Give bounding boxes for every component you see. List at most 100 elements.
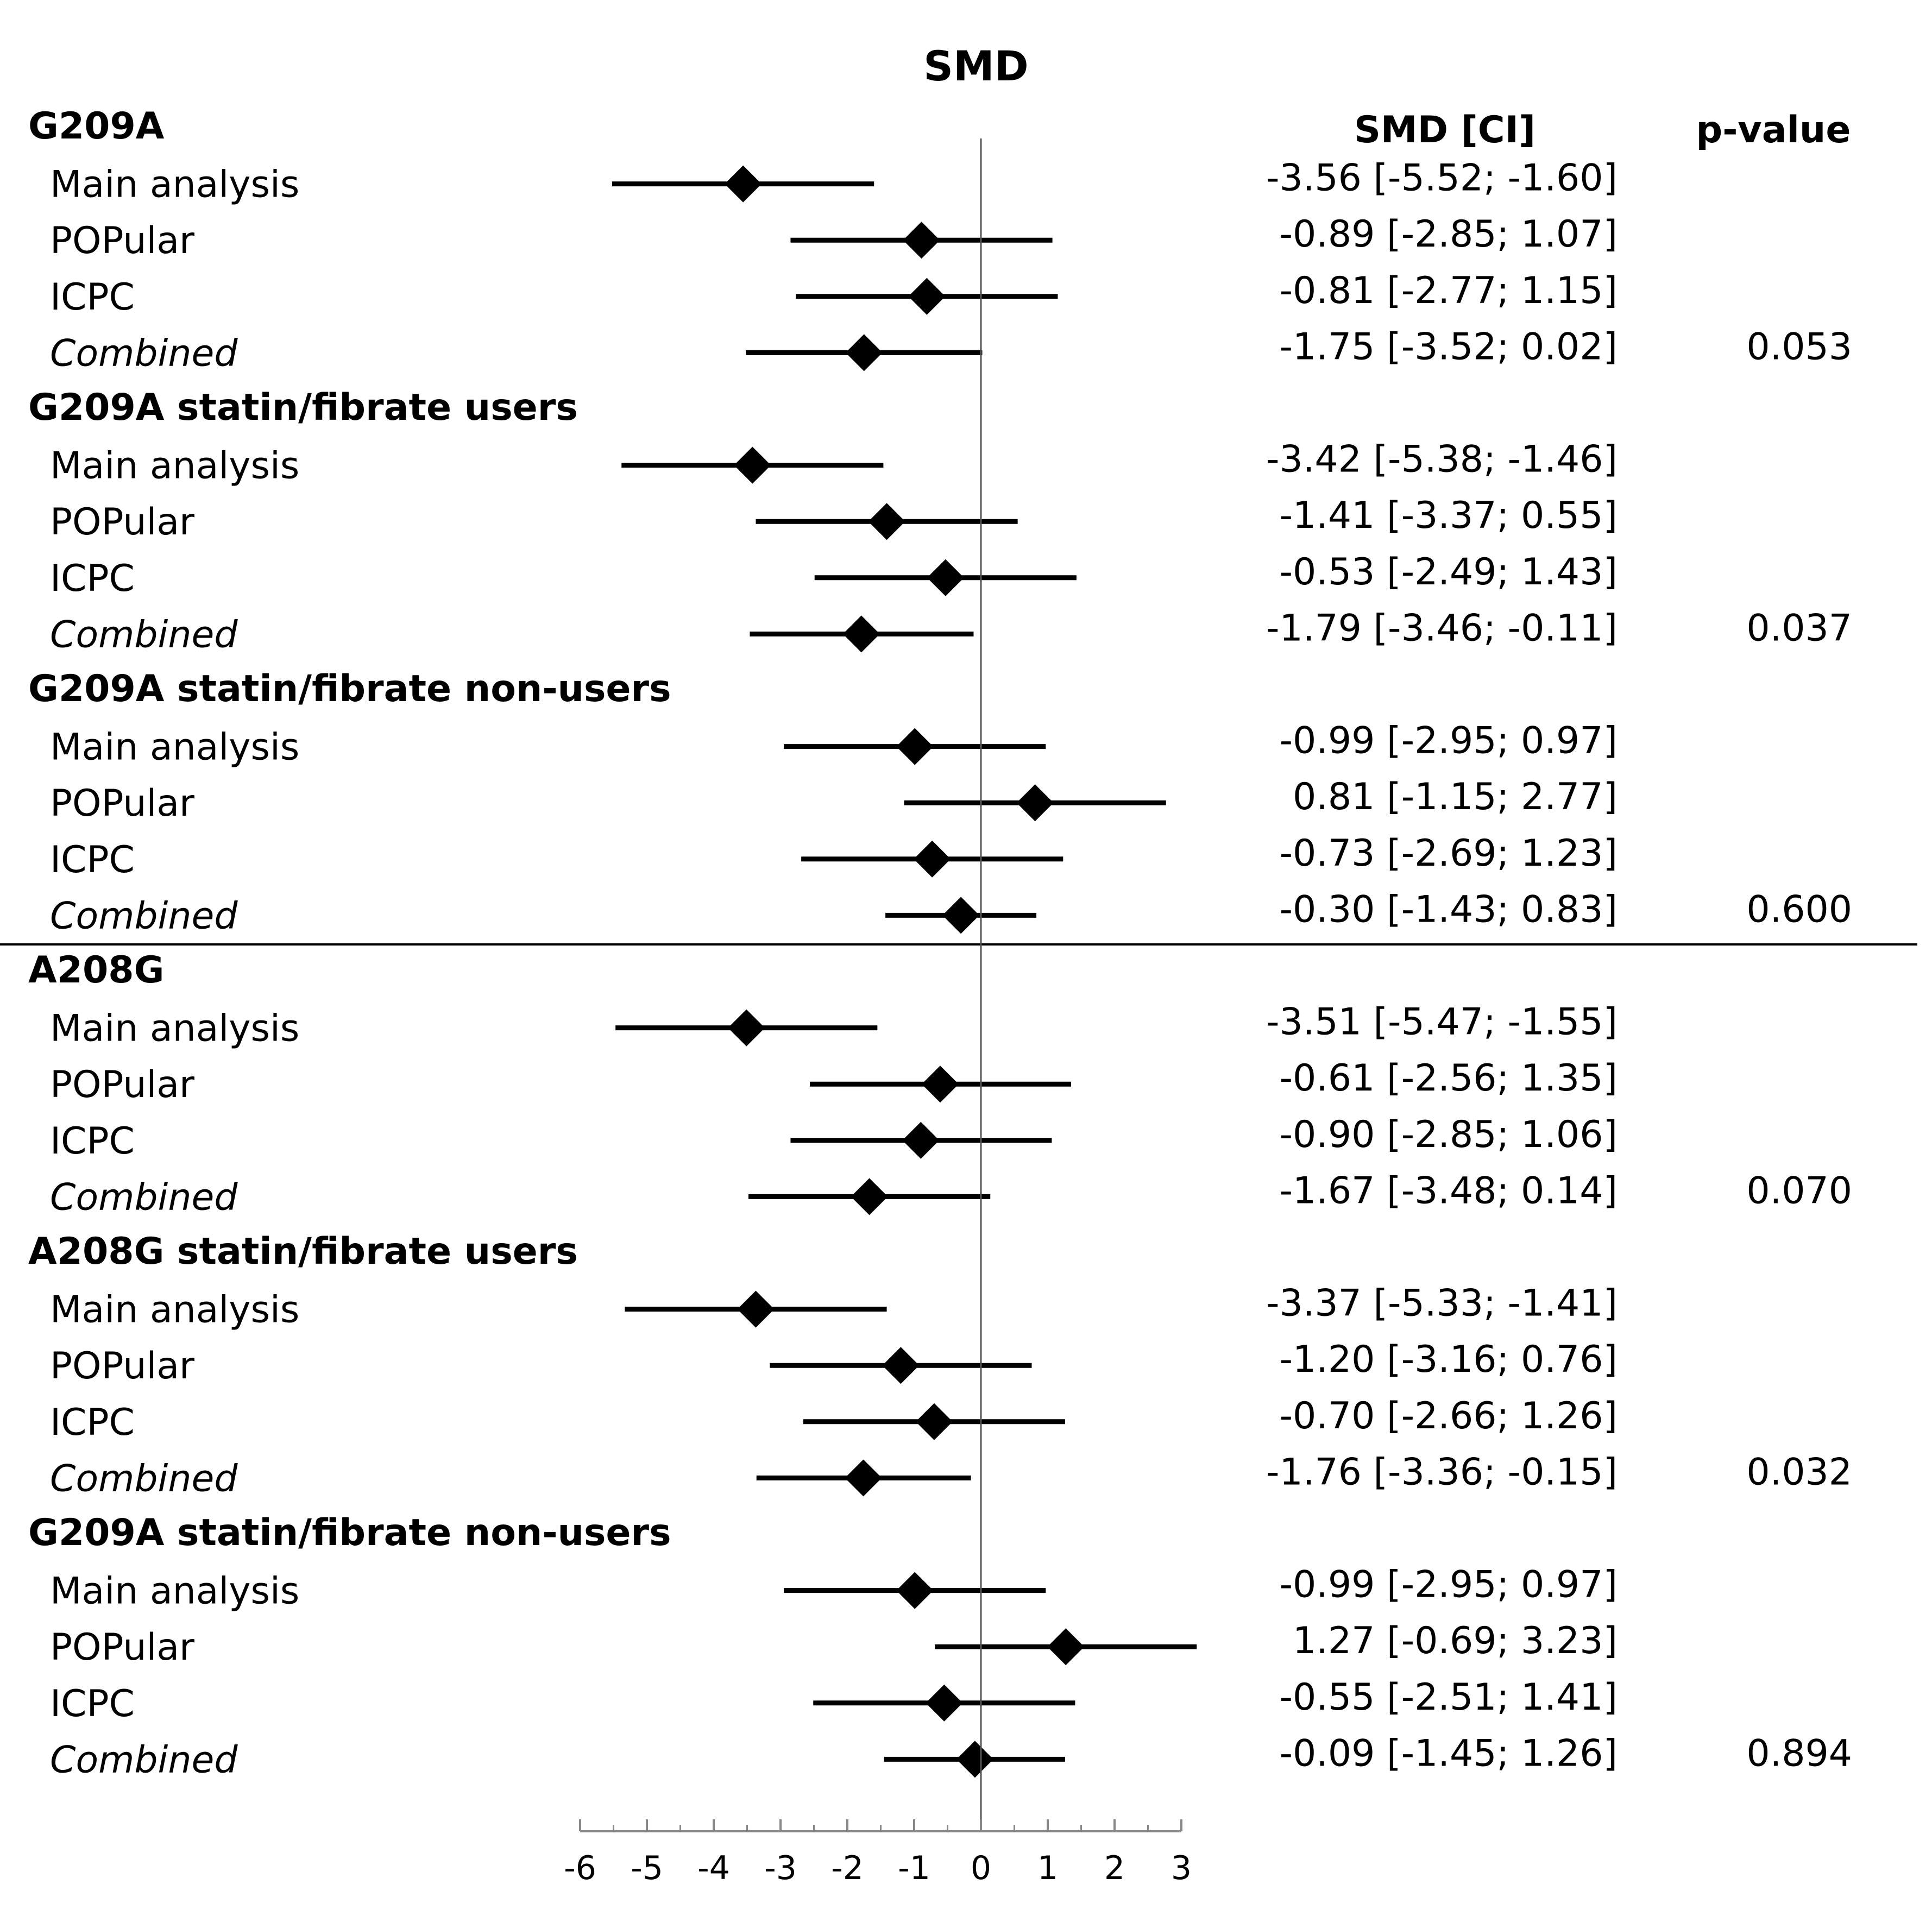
- row-label: Main analysis: [50, 726, 299, 769]
- estimate-ci-text: -0.53 [-2.49; 1.43]: [1280, 551, 1618, 594]
- group-label: G209A statin/fibrate non-users: [28, 1511, 671, 1554]
- row-label: Combined: [50, 332, 238, 375]
- estimate-ci-text: -1.20 [-3.16; 0.76]: [1280, 1338, 1618, 1381]
- point-estimate: [956, 1741, 993, 1778]
- row-label: Combined: [50, 613, 238, 656]
- tick-label: -5: [631, 1849, 663, 1887]
- row-label: POPular: [50, 1063, 194, 1106]
- p-value-text: 0.032: [1746, 1451, 1852, 1493]
- estimate-ci-text: 0.81 [-1.15; 2.77]: [1293, 776, 1618, 818]
- tick-label: -3: [764, 1849, 797, 1887]
- tick-label: 1: [1037, 1849, 1058, 1887]
- point-estimate: [896, 728, 934, 765]
- group-label: A208G statin/fibrate users: [28, 1230, 578, 1273]
- row-label: Combined: [50, 894, 238, 937]
- estimate-ci-text: -0.99 [-2.95; 0.97]: [1280, 720, 1618, 762]
- p-value-text: 0.894: [1746, 1732, 1852, 1775]
- point-estimate: [1047, 1628, 1085, 1666]
- x-axis: -6 -5 -4 -3 -2 -1 0 1 2 3: [564, 1819, 1192, 1887]
- estimate-ci-text: -1.67 [-3.48; 0.14]: [1280, 1169, 1618, 1212]
- row-label: ICPC: [50, 1682, 135, 1725]
- estimate-ci-text: -3.51 [-5.47; -1.55]: [1266, 1001, 1618, 1044]
- row-label: Main analysis: [50, 445, 299, 488]
- row-label: Combined: [50, 1176, 238, 1219]
- point-estimate: [845, 334, 883, 371]
- point-estimate: [902, 1121, 940, 1159]
- row-label: Main analysis: [50, 1570, 299, 1613]
- estimate-ci-text: -3.56 [-5.52; -1.60]: [1266, 157, 1618, 200]
- point-estimate: [734, 446, 771, 484]
- estimate-ci-text: -0.73 [-2.69; 1.23]: [1280, 832, 1618, 875]
- row-label: Main analysis: [50, 163, 299, 206]
- row-label: ICPC: [50, 276, 135, 319]
- row-label: Main analysis: [50, 1007, 299, 1050]
- estimate-ci-text: -0.55 [-2.51; 1.41]: [1280, 1676, 1618, 1719]
- point-estimate: [921, 1066, 959, 1103]
- row-label: POPular: [50, 501, 194, 544]
- row-label: ICPC: [50, 557, 135, 600]
- tick-label: -6: [564, 1849, 596, 1887]
- tick-label: -4: [697, 1849, 730, 1887]
- estimate-ci-text: -0.89 [-2.85; 1.07]: [1280, 213, 1618, 256]
- point-estimate: [903, 222, 940, 259]
- point-estimate: [882, 1347, 920, 1384]
- p-value-text: 0.070: [1746, 1169, 1852, 1212]
- row-label: POPular: [50, 219, 194, 262]
- point-estimate: [851, 1178, 888, 1215]
- point-estimate: [908, 278, 946, 315]
- point-estimate: [926, 1684, 963, 1722]
- estimate-ci-text: -0.30 [-1.43; 0.83]: [1280, 888, 1618, 931]
- estimate-ci-text: -0.90 [-2.85; 1.06]: [1280, 1113, 1618, 1156]
- estimate-ci-text: -1.79 [-3.46; -0.11]: [1266, 607, 1618, 650]
- point-estimate: [942, 897, 980, 934]
- tick-label: -2: [831, 1849, 864, 1887]
- point-estimate: [896, 1572, 934, 1609]
- point-estimate: [845, 1459, 882, 1497]
- row-label: ICPC: [50, 1401, 135, 1444]
- point-estimate: [737, 1290, 775, 1328]
- estimate-ci-text: -0.99 [-2.95; 0.97]: [1280, 1564, 1618, 1606]
- estimate-ci-text: -3.37 [-5.33; -1.41]: [1266, 1282, 1618, 1325]
- point-estimate: [927, 559, 964, 596]
- rows-layer: G209A Main analysis -3.56 [-5.52; -1.60] PO…: [0, 105, 1917, 1830]
- point-estimate: [728, 1009, 765, 1047]
- point-estimate: [725, 165, 762, 203]
- point-estimate: [914, 840, 951, 878]
- row-label: Combined: [50, 1738, 238, 1781]
- point-estimate: [915, 1403, 953, 1440]
- tick-label: 3: [1171, 1849, 1192, 1887]
- estimate-ci-text: -1.75 [-3.52; 0.02]: [1280, 325, 1618, 368]
- point-estimate: [868, 503, 905, 540]
- row-label: POPular: [50, 1345, 194, 1388]
- col-header-pvalue: p-value: [1696, 109, 1851, 152]
- row-label: Combined: [50, 1457, 238, 1500]
- tick-label: -1: [898, 1849, 930, 1887]
- group-label: A208G: [28, 949, 164, 992]
- group-label: G209A statin/fibrate users: [28, 386, 578, 429]
- estimate-ci-text: -1.76 [-3.36; -0.15]: [1266, 1451, 1618, 1493]
- estimate-ci-text: -0.61 [-2.56; 1.35]: [1280, 1057, 1618, 1100]
- row-label: POPular: [50, 782, 194, 825]
- point-estimate: [1016, 784, 1054, 822]
- group-label: G209A: [28, 105, 165, 148]
- estimate-ci-text: -0.81 [-2.77; 1.15]: [1280, 269, 1618, 312]
- row-label: POPular: [50, 1626, 194, 1669]
- row-label: ICPC: [50, 839, 135, 881]
- p-value-text: 0.053: [1746, 325, 1852, 368]
- row-label: Main analysis: [50, 1289, 299, 1332]
- tick-label: 2: [1104, 1849, 1125, 1887]
- p-value-text: 0.600: [1746, 888, 1852, 931]
- chart-title: SMD: [923, 42, 1028, 90]
- estimate-ci-text: -3.42 [-5.38; -1.46]: [1266, 438, 1618, 481]
- tick-label: 0: [971, 1849, 991, 1887]
- estimate-ci-text: -0.70 [-2.66; 1.26]: [1280, 1395, 1618, 1438]
- point-estimate: [842, 615, 880, 653]
- col-header-estimate: SMD [CI]: [1354, 109, 1535, 152]
- p-value-text: 0.037: [1746, 607, 1852, 650]
- estimate-ci-text: -0.09 [-1.45; 1.26]: [1280, 1732, 1618, 1775]
- row-label: ICPC: [50, 1120, 135, 1163]
- estimate-ci-text: 1.27 [-0.69; 3.23]: [1293, 1619, 1618, 1662]
- group-label: G209A statin/fibrate non-users: [28, 667, 671, 710]
- estimate-ci-text: -1.41 [-3.37; 0.55]: [1280, 494, 1618, 537]
